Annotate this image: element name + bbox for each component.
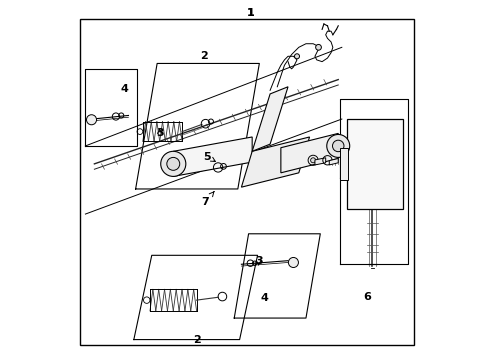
Text: 4: 4: [121, 84, 129, 94]
Circle shape: [327, 134, 350, 157]
Text: 2: 2: [193, 334, 200, 345]
Polygon shape: [281, 134, 338, 173]
Text: 6: 6: [363, 292, 371, 302]
Bar: [351, 125, 372, 160]
Circle shape: [289, 257, 298, 267]
Polygon shape: [329, 158, 338, 165]
Circle shape: [294, 54, 299, 59]
Text: 4: 4: [261, 293, 269, 303]
Text: 3: 3: [156, 129, 164, 138]
Bar: [351, 168, 372, 204]
Polygon shape: [242, 137, 310, 187]
Bar: [378, 168, 399, 204]
Text: 1: 1: [246, 8, 254, 18]
Text: 2: 2: [200, 51, 208, 61]
Circle shape: [87, 115, 97, 125]
Polygon shape: [347, 119, 403, 209]
Text: 5: 5: [203, 152, 216, 162]
Bar: [378, 125, 399, 160]
Circle shape: [167, 157, 180, 170]
Polygon shape: [173, 137, 252, 176]
Circle shape: [333, 140, 344, 152]
Circle shape: [161, 151, 186, 176]
Polygon shape: [252, 87, 288, 151]
Text: 7: 7: [202, 192, 214, 207]
Polygon shape: [340, 148, 348, 180]
Text: 3: 3: [255, 256, 263, 266]
Circle shape: [311, 158, 316, 163]
Circle shape: [316, 44, 321, 50]
Polygon shape: [315, 158, 326, 165]
Text: 1: 1: [246, 8, 254, 18]
